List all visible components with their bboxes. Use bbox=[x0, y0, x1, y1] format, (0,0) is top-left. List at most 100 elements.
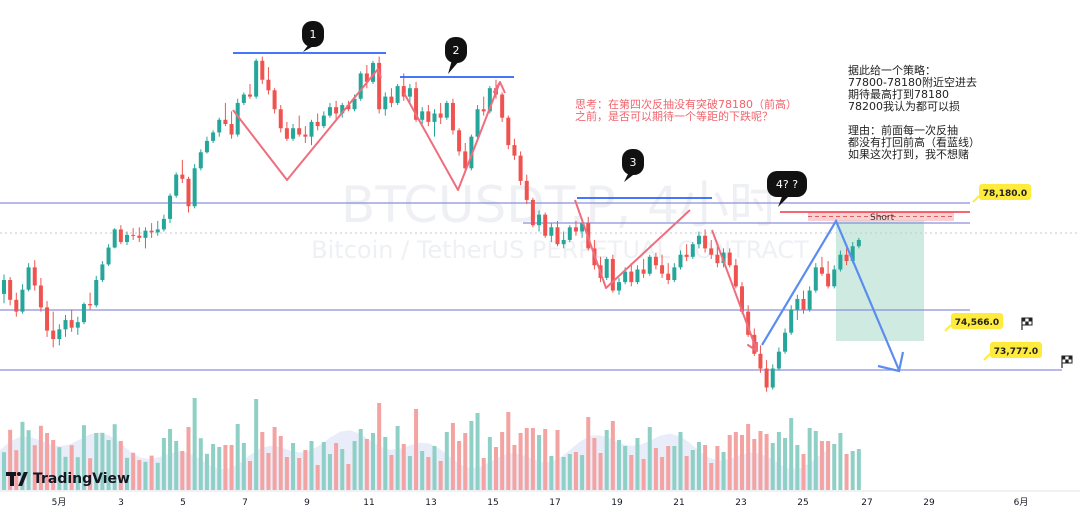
candle-body bbox=[580, 223, 585, 232]
candle-body bbox=[789, 309, 794, 333]
candle-body bbox=[653, 256, 658, 266]
candle-body bbox=[647, 256, 652, 274]
strategy-note: 据此给一个策略： 77800-78180附近空进去 期待最高打到78180 78… bbox=[848, 64, 980, 161]
candle-body bbox=[198, 152, 203, 169]
volume-bar bbox=[537, 435, 542, 490]
candle-body bbox=[155, 229, 160, 233]
volume-bar bbox=[198, 438, 203, 490]
candle-body bbox=[733, 265, 738, 287]
candle-body bbox=[838, 254, 843, 270]
candle-body bbox=[715, 254, 720, 264]
volume-bar bbox=[500, 432, 505, 490]
volume-bar bbox=[819, 441, 824, 490]
candle-body bbox=[819, 267, 824, 274]
candle-body bbox=[407, 88, 412, 97]
flag-cell bbox=[1068, 356, 1072, 360]
candle-body bbox=[776, 351, 781, 369]
volume-bar bbox=[795, 445, 800, 490]
volume-bar bbox=[678, 432, 683, 490]
volume-bar bbox=[254, 399, 259, 490]
time-tick-label: 15 bbox=[487, 498, 498, 508]
candle-body bbox=[352, 98, 357, 110]
candle-body bbox=[88, 304, 93, 306]
volume-bar bbox=[334, 443, 339, 490]
candle-body bbox=[26, 267, 31, 290]
candle-body bbox=[795, 298, 800, 310]
volume-bar bbox=[580, 455, 585, 490]
candle-body bbox=[2, 280, 6, 294]
volume-bar bbox=[420, 451, 425, 490]
volume-bar bbox=[573, 452, 578, 490]
time-tick-label: 7 bbox=[242, 498, 248, 508]
volume-bar bbox=[635, 438, 640, 490]
volume-bar bbox=[629, 455, 634, 490]
candle-body bbox=[623, 271, 628, 283]
volume-bar bbox=[598, 453, 603, 490]
callout-label-3: 3 bbox=[630, 156, 637, 169]
callout-bubble-1 bbox=[302, 21, 324, 47]
candle-body bbox=[75, 322, 80, 328]
volume-bar bbox=[8, 429, 13, 490]
horizontal-levels[interactable] bbox=[0, 202, 1080, 371]
volume-bar bbox=[426, 457, 431, 490]
candle-body bbox=[475, 109, 480, 137]
volume-bar bbox=[125, 457, 129, 490]
candle-body bbox=[377, 62, 382, 110]
candle-body bbox=[463, 151, 468, 169]
short-position-tool[interactable]: Short bbox=[808, 212, 954, 341]
volume-bar bbox=[389, 455, 394, 490]
candle-body bbox=[783, 332, 788, 352]
volume-bar bbox=[211, 444, 216, 490]
candle-body bbox=[500, 94, 505, 118]
candle-body bbox=[94, 280, 99, 306]
candle-body bbox=[690, 244, 695, 257]
volume-bar bbox=[204, 453, 209, 490]
volume-bar bbox=[45, 433, 50, 490]
candle-body bbox=[260, 60, 265, 80]
volume-bar bbox=[549, 456, 554, 490]
volume-bar bbox=[647, 427, 652, 490]
tradingview-mark-icon bbox=[6, 472, 28, 486]
zigzag-path-4 bbox=[711, 229, 758, 352]
candle-body bbox=[610, 258, 615, 291]
volume-bar bbox=[475, 413, 480, 490]
position-label: Short bbox=[870, 213, 895, 223]
candle-body bbox=[487, 88, 492, 112]
flag-cell bbox=[1065, 359, 1069, 363]
volume-bar bbox=[592, 438, 597, 490]
volume-bar bbox=[666, 446, 671, 490]
candle-body bbox=[131, 234, 136, 236]
volume-bar bbox=[512, 445, 517, 490]
volume-bar bbox=[543, 429, 548, 490]
volume-bar bbox=[137, 460, 142, 490]
candle-body bbox=[518, 155, 523, 181]
drawings[interactable]: 1 2 3 4? ? bbox=[232, 21, 905, 373]
volume-bar bbox=[272, 427, 277, 490]
candle-body bbox=[278, 109, 283, 129]
candle-body bbox=[844, 254, 849, 262]
price-tag-pointer-stop bbox=[972, 195, 980, 203]
volume-bar bbox=[278, 436, 283, 490]
candle-body bbox=[217, 119, 222, 133]
candle-body bbox=[63, 320, 68, 330]
volume-bar bbox=[770, 443, 775, 490]
volume-bar bbox=[174, 441, 179, 490]
candle-body bbox=[807, 290, 812, 310]
time-tick-label: 19 bbox=[611, 498, 623, 508]
candle-body bbox=[161, 218, 166, 230]
candle-body bbox=[168, 195, 173, 219]
volume-bar bbox=[57, 447, 62, 490]
volume-bar bbox=[266, 453, 271, 490]
volume-bar bbox=[235, 424, 240, 490]
volume-bar bbox=[2, 452, 6, 490]
candle-body bbox=[334, 107, 339, 114]
volume-bar bbox=[371, 433, 375, 490]
projection-path bbox=[761, 218, 901, 371]
volume-bar bbox=[192, 398, 197, 490]
volume-bar bbox=[315, 465, 320, 490]
volume-bar bbox=[758, 431, 763, 490]
volume-bar bbox=[94, 433, 99, 490]
candle-body bbox=[291, 128, 296, 139]
